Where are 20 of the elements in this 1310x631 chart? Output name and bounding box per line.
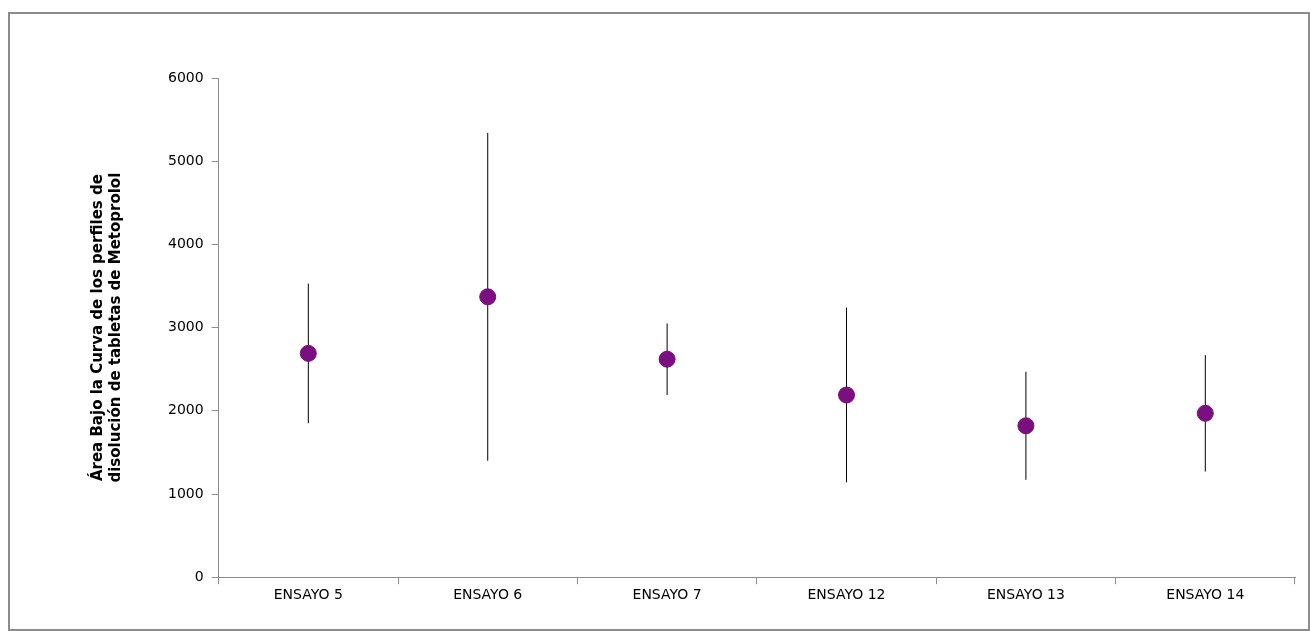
x-tick-label: ENSAYO 13: [986, 586, 1065, 603]
x-tick-label: ENSAYO 12: [807, 586, 886, 603]
y-tick-label: 2000: [167, 401, 204, 418]
x-tick-label: ENSAYO 14: [1166, 586, 1245, 603]
point: [479, 288, 497, 306]
y-tick-label: 0: [194, 567, 204, 584]
point: [1196, 404, 1214, 422]
y-tick-label: 4000: [167, 235, 204, 252]
y-tick-label: 5000: [167, 151, 204, 168]
x-tick-label: ENSAYO 5: [273, 586, 343, 603]
x-tick-label: ENSAYO 6: [453, 586, 523, 603]
point: [299, 344, 317, 362]
x-tick-label: ENSAYO 7: [632, 586, 702, 603]
point: [658, 350, 676, 368]
y-axis-title: Área Bajo la Curva de los perfiles de disolución de tabletas de Metoprolol: [86, 172, 124, 483]
y-tick-label: 6000: [167, 68, 204, 85]
y-tick-label: 1000: [167, 484, 204, 501]
y-tick-label: 3000: [167, 318, 204, 335]
point: [838, 386, 856, 404]
point: [1017, 417, 1035, 435]
